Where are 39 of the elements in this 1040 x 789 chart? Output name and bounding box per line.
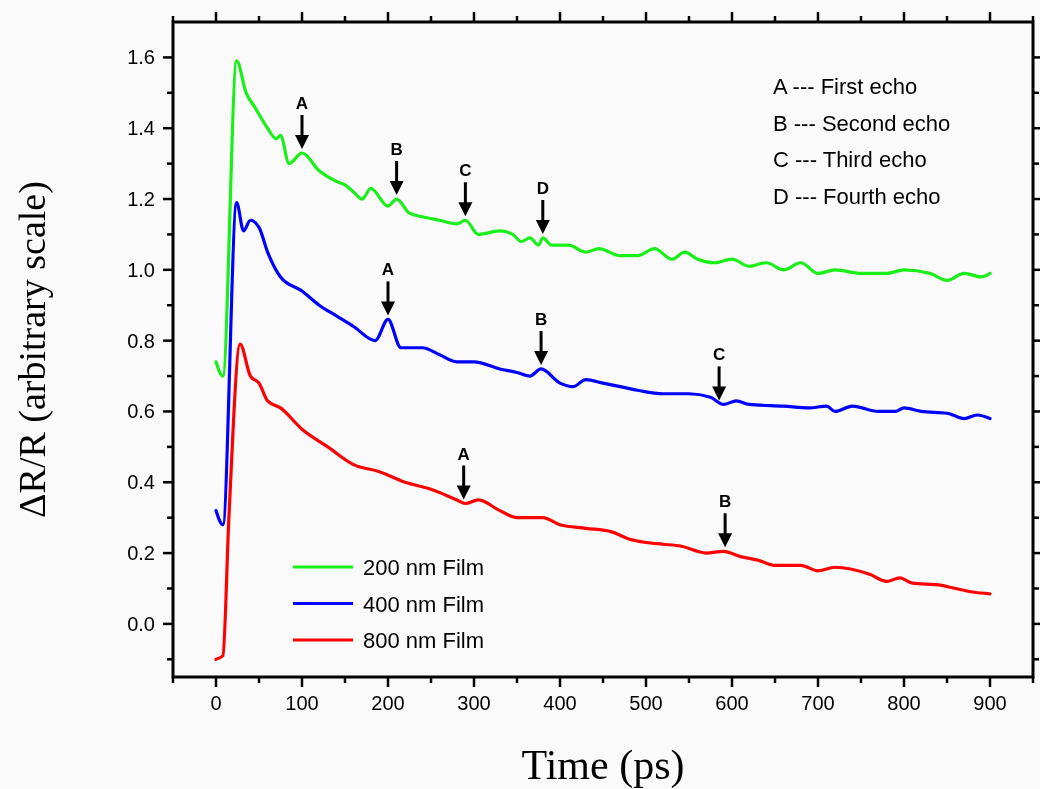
- annotation: B --- Second echo: [773, 110, 951, 136]
- x-tick-label: 100: [285, 692, 319, 714]
- annotation: D: [536, 178, 549, 198]
- y-tick-label: 0.8: [127, 329, 155, 352]
- y-tick-label: 0.4: [127, 471, 155, 494]
- annotation: A: [381, 260, 395, 280]
- annotation: A: [295, 94, 309, 113]
- annotation: A: [457, 444, 470, 464]
- line-series: [214, 59, 992, 378]
- legend-label: 400 nm Film: [363, 591, 485, 617]
- x-tick-label: 500: [629, 692, 663, 714]
- annotation: C: [712, 345, 726, 365]
- x-axis-title: Time (ps): [521, 742, 685, 789]
- line-series: [214, 342, 992, 661]
- annotation: B: [390, 140, 403, 160]
- x-tick-label: 0: [210, 692, 222, 714]
- annotation: D --- Fourth echo: [773, 183, 941, 209]
- y-axis-title: ΔR/R (arbitrary scale): [11, 181, 54, 518]
- legend-label: 800 nm Film: [363, 628, 485, 653]
- y-tick-label: 1.6: [127, 46, 155, 69]
- annotation: B: [718, 492, 732, 512]
- y-tick-label: 0.2: [127, 542, 155, 565]
- y-tick-label: 0.0: [127, 612, 155, 635]
- annotation: C --- Third echo: [773, 147, 927, 172]
- y-tick-label: 0.6: [127, 400, 155, 423]
- annotation: B: [534, 309, 548, 329]
- x-tick-label: 900: [973, 692, 1007, 714]
- annotation: A --- First echo: [773, 74, 918, 99]
- x-tick-label: 700: [801, 692, 835, 714]
- y-tick-label: 1.0: [127, 258, 155, 281]
- x-tick-label: 200: [371, 692, 405, 714]
- x-tick-label: 300: [457, 692, 491, 714]
- x-tick-label: 600: [715, 692, 749, 714]
- x-tick-label: 400: [543, 692, 577, 714]
- x-tick-label: 800: [887, 692, 921, 714]
- y-tick-label: 1.4: [127, 117, 155, 140]
- legend-label: 200 nm Film: [363, 555, 485, 580]
- annotation: C: [459, 161, 472, 181]
- y-tick-label: 1.2: [127, 188, 155, 211]
